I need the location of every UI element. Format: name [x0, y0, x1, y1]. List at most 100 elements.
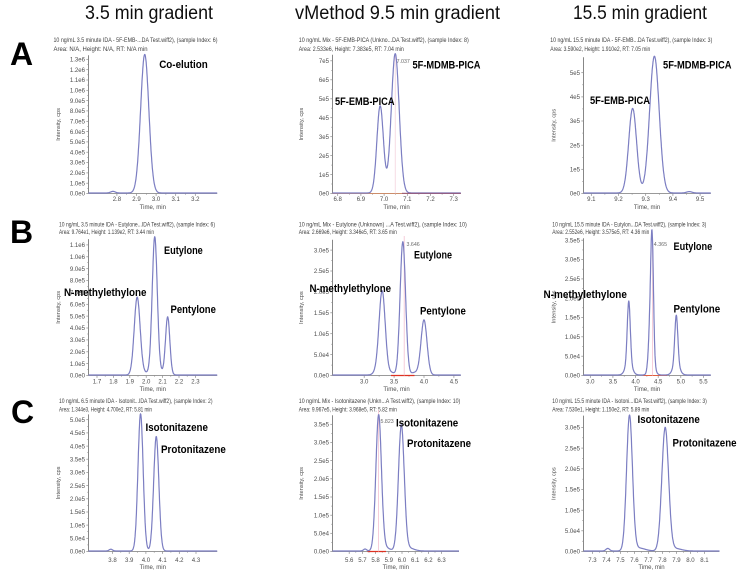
svg-text:Intensity, cps: Intensity, cps — [56, 466, 62, 499]
svg-text:8.0: 8.0 — [686, 558, 695, 564]
svg-text:3.5 min gradient: 3.5 min gradient — [85, 3, 214, 24]
svg-text:Intensity, cps: Intensity, cps — [299, 467, 305, 500]
svg-text:3.1: 3.1 — [171, 197, 180, 203]
svg-text:0.0e0: 0.0e0 — [565, 374, 581, 380]
svg-text:3.5e5: 3.5e5 — [314, 423, 330, 429]
svg-text:5.8: 5.8 — [371, 558, 380, 564]
svg-text:Eutylone: Eutylone — [674, 241, 713, 253]
svg-text:2.8: 2.8 — [113, 197, 122, 203]
svg-text:Area: N/A, Height: N/A, RT: N/: Area: N/A, Height: N/A, RT: N/A min — [54, 46, 149, 53]
svg-text:3.0e5: 3.0e5 — [70, 338, 86, 344]
svg-text:3e5: 3e5 — [319, 135, 330, 141]
svg-text:10 ng/mL 6.5 minute IDA - Isot: 10 ng/mL 6.5 minute IDA - Isotonit...IDA… — [59, 398, 213, 405]
svg-text:4.5: 4.5 — [654, 380, 663, 386]
svg-text:5e5: 5e5 — [570, 71, 581, 77]
svg-text:1.1e6: 1.1e6 — [70, 78, 86, 84]
svg-text:0.0e0: 0.0e0 — [70, 550, 86, 556]
svg-text:7.2: 7.2 — [426, 197, 435, 203]
svg-text:3.2: 3.2 — [191, 197, 200, 203]
svg-text:0.0e0: 0.0e0 — [565, 550, 581, 556]
svg-text:1.5e5: 1.5e5 — [565, 488, 581, 494]
svg-text:4.5: 4.5 — [450, 380, 459, 386]
svg-text:Pentylone: Pentylone — [420, 306, 466, 318]
svg-text:8.0e5: 8.0e5 — [70, 279, 86, 285]
svg-text:Intensity, cps: Intensity, cps — [552, 467, 558, 500]
svg-text:8.1: 8.1 — [700, 558, 709, 564]
svg-text:7.8: 7.8 — [658, 558, 667, 564]
svg-text:1.0e5: 1.0e5 — [70, 181, 86, 187]
svg-text:Intensity, cps: Intensity, cps — [299, 291, 305, 324]
svg-text:7.3: 7.3 — [449, 197, 458, 203]
svg-text:1.7: 1.7 — [93, 380, 102, 386]
svg-text:Intensity, cps: Intensity, cps — [56, 108, 62, 141]
svg-text:7e5: 7e5 — [319, 59, 330, 65]
svg-text:3.5e5: 3.5e5 — [565, 238, 581, 244]
svg-text:3.5: 3.5 — [609, 380, 618, 386]
svg-text:Isotonitazene: Isotonitazene — [638, 414, 700, 426]
svg-text:10 ng/mL 15.5 minute IDA - Eut: 10 ng/mL 15.5 minute IDA - Eutylon...DA … — [552, 222, 706, 229]
svg-text:3.0e5: 3.0e5 — [70, 161, 86, 167]
svg-text:6.3: 6.3 — [437, 558, 446, 564]
svg-text:4.0e5: 4.0e5 — [70, 444, 86, 450]
svg-text:1.0e5: 1.0e5 — [70, 523, 86, 529]
svg-text:1.9: 1.9 — [126, 380, 135, 386]
svg-text:3.5: 3.5 — [390, 380, 399, 386]
svg-text:2e5: 2e5 — [319, 154, 330, 160]
svg-text:9.1: 9.1 — [587, 197, 596, 203]
svg-text:1.5e5: 1.5e5 — [314, 311, 330, 317]
svg-text:Intensity, cps: Intensity, cps — [299, 108, 305, 141]
svg-text:3.0e5: 3.0e5 — [565, 258, 581, 264]
svg-text:6.2: 6.2 — [424, 558, 433, 564]
svg-text:3.0e5: 3.0e5 — [565, 426, 581, 432]
svg-text:7.037: 7.037 — [397, 59, 410, 65]
svg-text:1.0e6: 1.0e6 — [70, 255, 86, 261]
svg-text:1.8: 1.8 — [109, 380, 118, 386]
svg-text:0.0e0: 0.0e0 — [70, 192, 86, 198]
svg-text:7.0e5: 7.0e5 — [70, 291, 86, 297]
svg-text:Area: 9.764e1, Height: 1.139e2: Area: 9.764e1, Height: 1.139e2, RT: 3.44… — [59, 229, 154, 236]
svg-text:Area: 2.669e6, Height: 3.346e5: Area: 2.669e6, Height: 3.346e5, RT: 3.65… — [299, 229, 397, 236]
svg-text:1.0e6: 1.0e6 — [70, 89, 86, 95]
svg-text:2e5: 2e5 — [570, 143, 581, 149]
svg-text:5.0e4: 5.0e4 — [314, 532, 330, 538]
svg-text:6.0: 6.0 — [398, 558, 407, 564]
svg-text:3.0e5: 3.0e5 — [70, 471, 86, 477]
svg-text:2.5e5: 2.5e5 — [565, 446, 581, 452]
svg-text:Protonitazene: Protonitazene — [407, 438, 471, 450]
svg-text:N-methylethylone: N-methylethylone — [64, 287, 147, 299]
svg-text:4e5: 4e5 — [570, 95, 581, 101]
svg-text:4e5: 4e5 — [319, 116, 330, 122]
svg-text:2.0e5: 2.0e5 — [314, 290, 330, 296]
svg-text:15.5 min gradient: 15.5 min gradient — [573, 3, 708, 24]
svg-text:1.0e5: 1.0e5 — [565, 508, 581, 514]
svg-text:Protonitazene: Protonitazene — [673, 438, 737, 450]
svg-text:1.0e5: 1.0e5 — [314, 513, 330, 519]
svg-text:5.0e4: 5.0e4 — [565, 529, 581, 535]
svg-text:Time, min: Time, min — [140, 565, 166, 571]
svg-text:6.1: 6.1 — [411, 558, 420, 564]
svg-text:2.0e5: 2.0e5 — [70, 171, 86, 177]
svg-text:1.1e6: 1.1e6 — [70, 243, 86, 249]
svg-text:3.0e5: 3.0e5 — [314, 441, 330, 447]
svg-text:Intensity, cps: Intensity, cps — [56, 291, 62, 324]
svg-text:10 ng/mL Mix - Eutylone (Unkno: 10 ng/mL Mix - Eutylone (Unknown) ...A T… — [299, 222, 467, 229]
svg-text:4.1: 4.1 — [158, 558, 167, 564]
svg-text:5F-MDMB-PICA: 5F-MDMB-PICA — [413, 60, 481, 72]
svg-text:Intensity, cps: Intensity, cps — [552, 109, 558, 142]
svg-text:Time, min: Time, min — [383, 387, 409, 393]
svg-text:5.823: 5.823 — [381, 419, 394, 425]
svg-text:N-methylethylone: N-methylethylone — [544, 289, 627, 301]
svg-text:4.5e5: 4.5e5 — [70, 431, 86, 437]
svg-text:0.0e0: 0.0e0 — [314, 550, 330, 556]
svg-text:1e5: 1e5 — [319, 173, 330, 179]
svg-text:3.0: 3.0 — [360, 380, 369, 386]
svg-text:9.3: 9.3 — [641, 197, 650, 203]
svg-text:5e5: 5e5 — [319, 97, 330, 103]
svg-text:7.9: 7.9 — [672, 558, 681, 564]
svg-text:4.365: 4.365 — [654, 242, 667, 248]
svg-text:7.1: 7.1 — [403, 197, 412, 203]
svg-text:1.5e5: 1.5e5 — [314, 495, 330, 501]
svg-text:0.0e0: 0.0e0 — [70, 374, 86, 380]
svg-text:1.0e5: 1.0e5 — [314, 332, 330, 338]
svg-text:10 ng/mL 3.5 minute IDA - Euty: 10 ng/mL 3.5 minute IDA - Eutylone...IDA… — [59, 222, 215, 229]
